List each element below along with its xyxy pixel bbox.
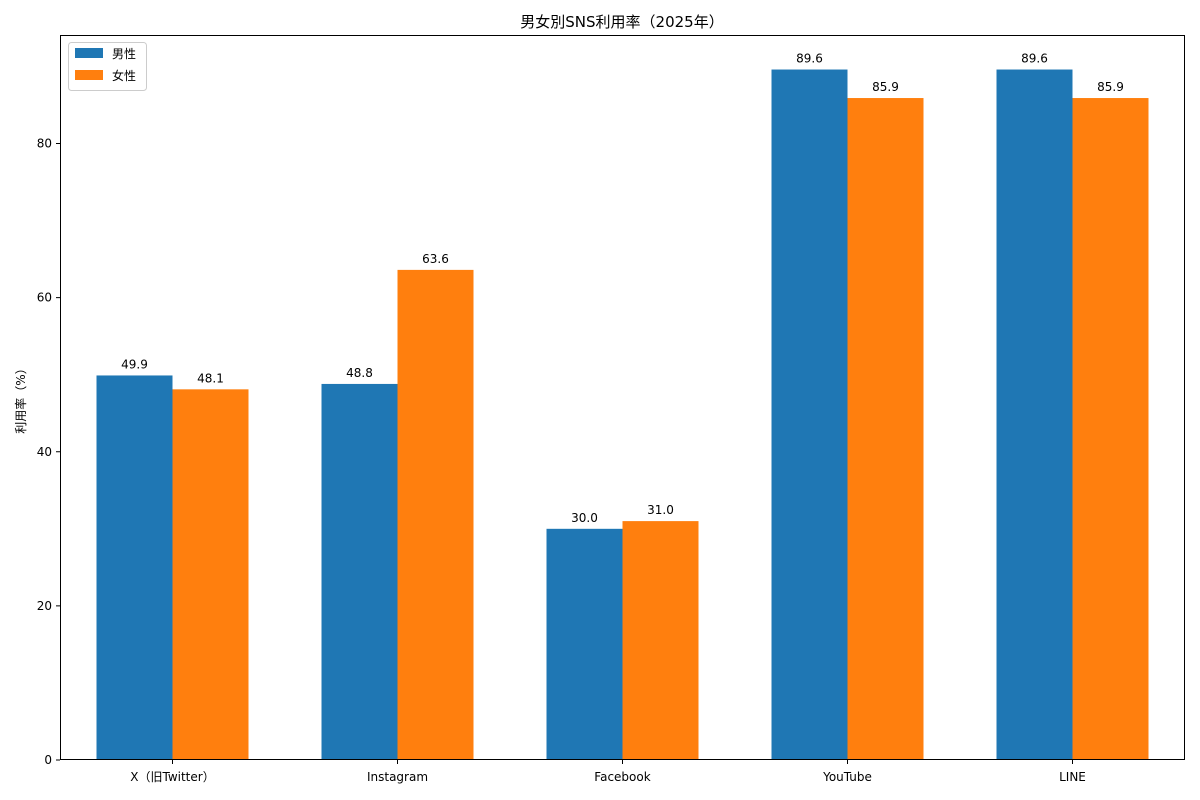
x-tick-label: Facebook	[594, 770, 650, 784]
data-label: 31.0	[647, 503, 674, 517]
data-label: 63.6	[422, 252, 449, 266]
bar-male-0	[96, 375, 173, 760]
data-label: 48.8	[346, 366, 373, 380]
chart-title: 男女別SNS利用率（2025年）	[520, 13, 723, 31]
bar-female-4	[1072, 98, 1149, 761]
legend-swatch	[75, 70, 103, 80]
data-label: 89.6	[1021, 52, 1048, 66]
x-tick-label: LINE	[1059, 770, 1086, 784]
y-tick-label: 20	[37, 599, 52, 613]
data-label: 49.9	[121, 357, 148, 371]
y-axis-label: 利用率（%）	[13, 362, 28, 433]
x-tick-label: YouTube	[822, 770, 872, 784]
legend-swatch	[75, 48, 103, 58]
bar-male-3	[771, 69, 848, 761]
bar-female-0	[172, 389, 249, 760]
x-tick-label: Instagram	[367, 770, 428, 784]
bar-male-2	[546, 528, 623, 760]
x-axis: X（旧Twitter） Instagram Facebook YouTube LINE	[130, 760, 1086, 784]
data-label: 30.0	[571, 511, 598, 525]
data-label: 85.9	[872, 80, 899, 94]
bar-female-2	[622, 521, 699, 760]
bar-male-1	[321, 383, 398, 760]
bar-female-1	[397, 269, 474, 760]
y-tick-label: 80	[37, 137, 52, 151]
x-tick-label: X（旧Twitter）	[130, 770, 214, 784]
data-label: 89.6	[796, 52, 823, 66]
y-tick-label: 40	[37, 445, 52, 459]
data-label: 48.1	[197, 371, 224, 385]
y-tick-label: 60	[37, 291, 52, 305]
plot-frame	[60, 35, 1185, 760]
y-axis: 0 20 40 60 80	[37, 137, 60, 767]
bars-layer	[96, 69, 1149, 761]
legend-label: 男性	[112, 47, 136, 61]
y-tick-label: 0	[44, 753, 52, 767]
bar-female-3	[847, 98, 924, 761]
bar-labels-layer: 49.9 48.1 48.8 63.6 30.0 31.0 89.6 85.9 89.6 85.9	[121, 52, 1124, 525]
data-label: 85.9	[1097, 80, 1124, 94]
bar-male-4	[996, 69, 1073, 761]
legend-label: 女性	[112, 68, 136, 83]
